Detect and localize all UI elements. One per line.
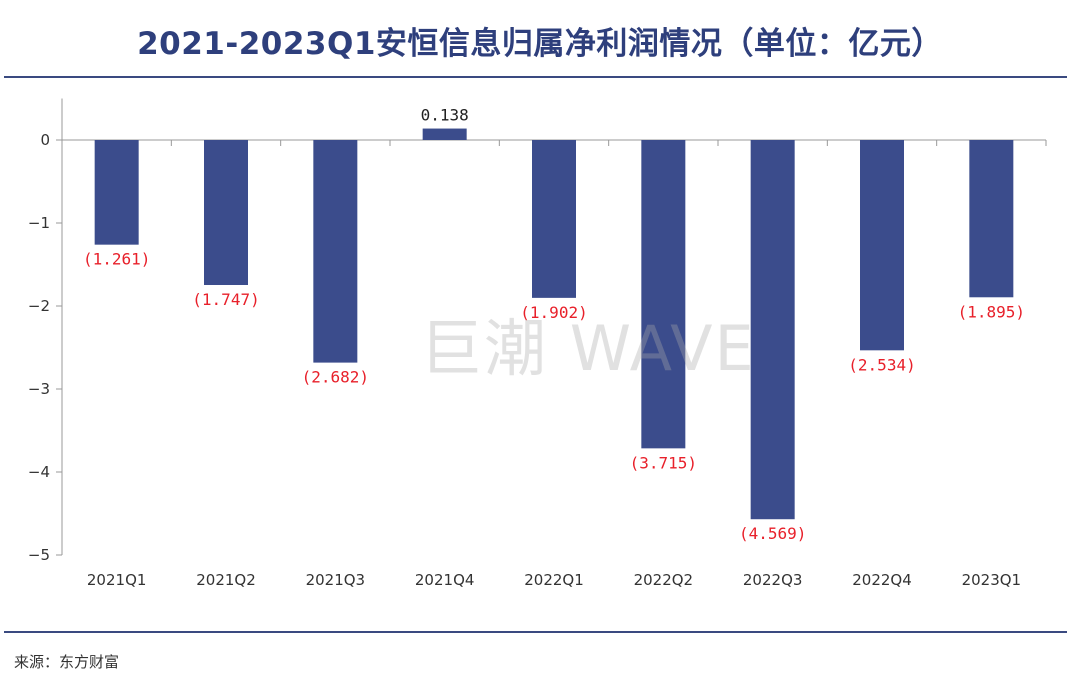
x-tick-label: 2021Q2 xyxy=(196,571,256,589)
y-tick-label: −5 xyxy=(28,546,50,564)
bar xyxy=(422,128,467,140)
chart-title: 2021-2023Q1安恒信息归属净利润情况（单位：亿元） xyxy=(137,26,943,62)
y-tick-label: −1 xyxy=(28,214,50,232)
data-label: (1.895) xyxy=(958,302,1025,321)
x-tick-label: 2021Q1 xyxy=(87,571,147,589)
title-divider xyxy=(4,76,1067,78)
x-tick-label: 2022Q3 xyxy=(743,571,803,589)
x-tick-label: 2021Q4 xyxy=(415,571,475,589)
data-label: (1.902) xyxy=(520,303,587,322)
data-label: (1.261) xyxy=(83,250,150,269)
bar-chart: 0 −1 −2 −3 −4 −5 (1.261) 2021Q1 (1.747) 2021Q2 (2.… xyxy=(28,98,1047,589)
x-tick-label: 2022Q4 xyxy=(852,571,912,589)
bar xyxy=(204,140,248,286)
bar xyxy=(969,140,1014,298)
data-label: (2.682) xyxy=(302,368,369,387)
x-tick-label: 2022Q2 xyxy=(634,571,694,589)
bar xyxy=(532,140,576,298)
data-label: (4.569) xyxy=(739,524,806,543)
bar xyxy=(860,140,904,351)
x-tick-label: 2023Q1 xyxy=(962,571,1022,589)
bar xyxy=(750,140,795,520)
data-label: (1.747) xyxy=(192,290,259,309)
y-tick-label: −4 xyxy=(28,463,50,481)
y-tick-label: 0 xyxy=(40,131,50,149)
data-label: (2.534) xyxy=(848,355,915,374)
bar xyxy=(641,140,686,449)
y-tick-label: −2 xyxy=(28,297,50,315)
footer-divider xyxy=(4,631,1067,633)
data-label: (3.715) xyxy=(630,453,697,472)
x-tick-label: 2022Q1 xyxy=(524,571,584,589)
x-tick-label: 2021Q3 xyxy=(306,571,366,589)
bar xyxy=(313,140,358,363)
source-note: 来源：东方财富 xyxy=(14,653,120,671)
data-label: 0.138 xyxy=(421,106,469,125)
bar xyxy=(94,140,139,245)
y-tick-label: −3 xyxy=(28,380,50,398)
